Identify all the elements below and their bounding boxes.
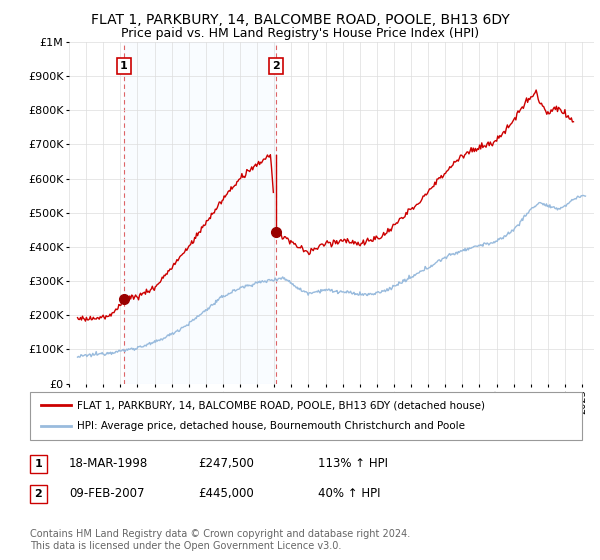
Text: 113% ↑ HPI: 113% ↑ HPI <box>318 457 388 470</box>
FancyBboxPatch shape <box>30 485 47 503</box>
Bar <box>124 42 276 384</box>
Text: HPI: Average price, detached house, Bournemouth Christchurch and Poole: HPI: Average price, detached house, Bour… <box>77 421 465 431</box>
Text: 40% ↑ HPI: 40% ↑ HPI <box>318 487 380 501</box>
Text: FLAT 1, PARKBURY, 14, BALCOMBE ROAD, POOLE, BH13 6DY: FLAT 1, PARKBURY, 14, BALCOMBE ROAD, POO… <box>91 13 509 27</box>
Text: 2: 2 <box>35 489 42 499</box>
FancyBboxPatch shape <box>30 392 582 440</box>
Text: £445,000: £445,000 <box>198 487 254 501</box>
Text: 18-MAR-1998: 18-MAR-1998 <box>69 457 148 470</box>
Text: 1: 1 <box>35 459 42 469</box>
Text: 2: 2 <box>272 61 280 71</box>
Text: 1: 1 <box>120 61 128 71</box>
Text: FLAT 1, PARKBURY, 14, BALCOMBE ROAD, POOLE, BH13 6DY (detached house): FLAT 1, PARKBURY, 14, BALCOMBE ROAD, POO… <box>77 400 485 410</box>
Text: £247,500: £247,500 <box>198 457 254 470</box>
Text: Price paid vs. HM Land Registry's House Price Index (HPI): Price paid vs. HM Land Registry's House … <box>121 27 479 40</box>
FancyBboxPatch shape <box>30 455 47 473</box>
Text: Contains HM Land Registry data © Crown copyright and database right 2024.
This d: Contains HM Land Registry data © Crown c… <box>30 529 410 551</box>
Text: 09-FEB-2007: 09-FEB-2007 <box>69 487 145 501</box>
